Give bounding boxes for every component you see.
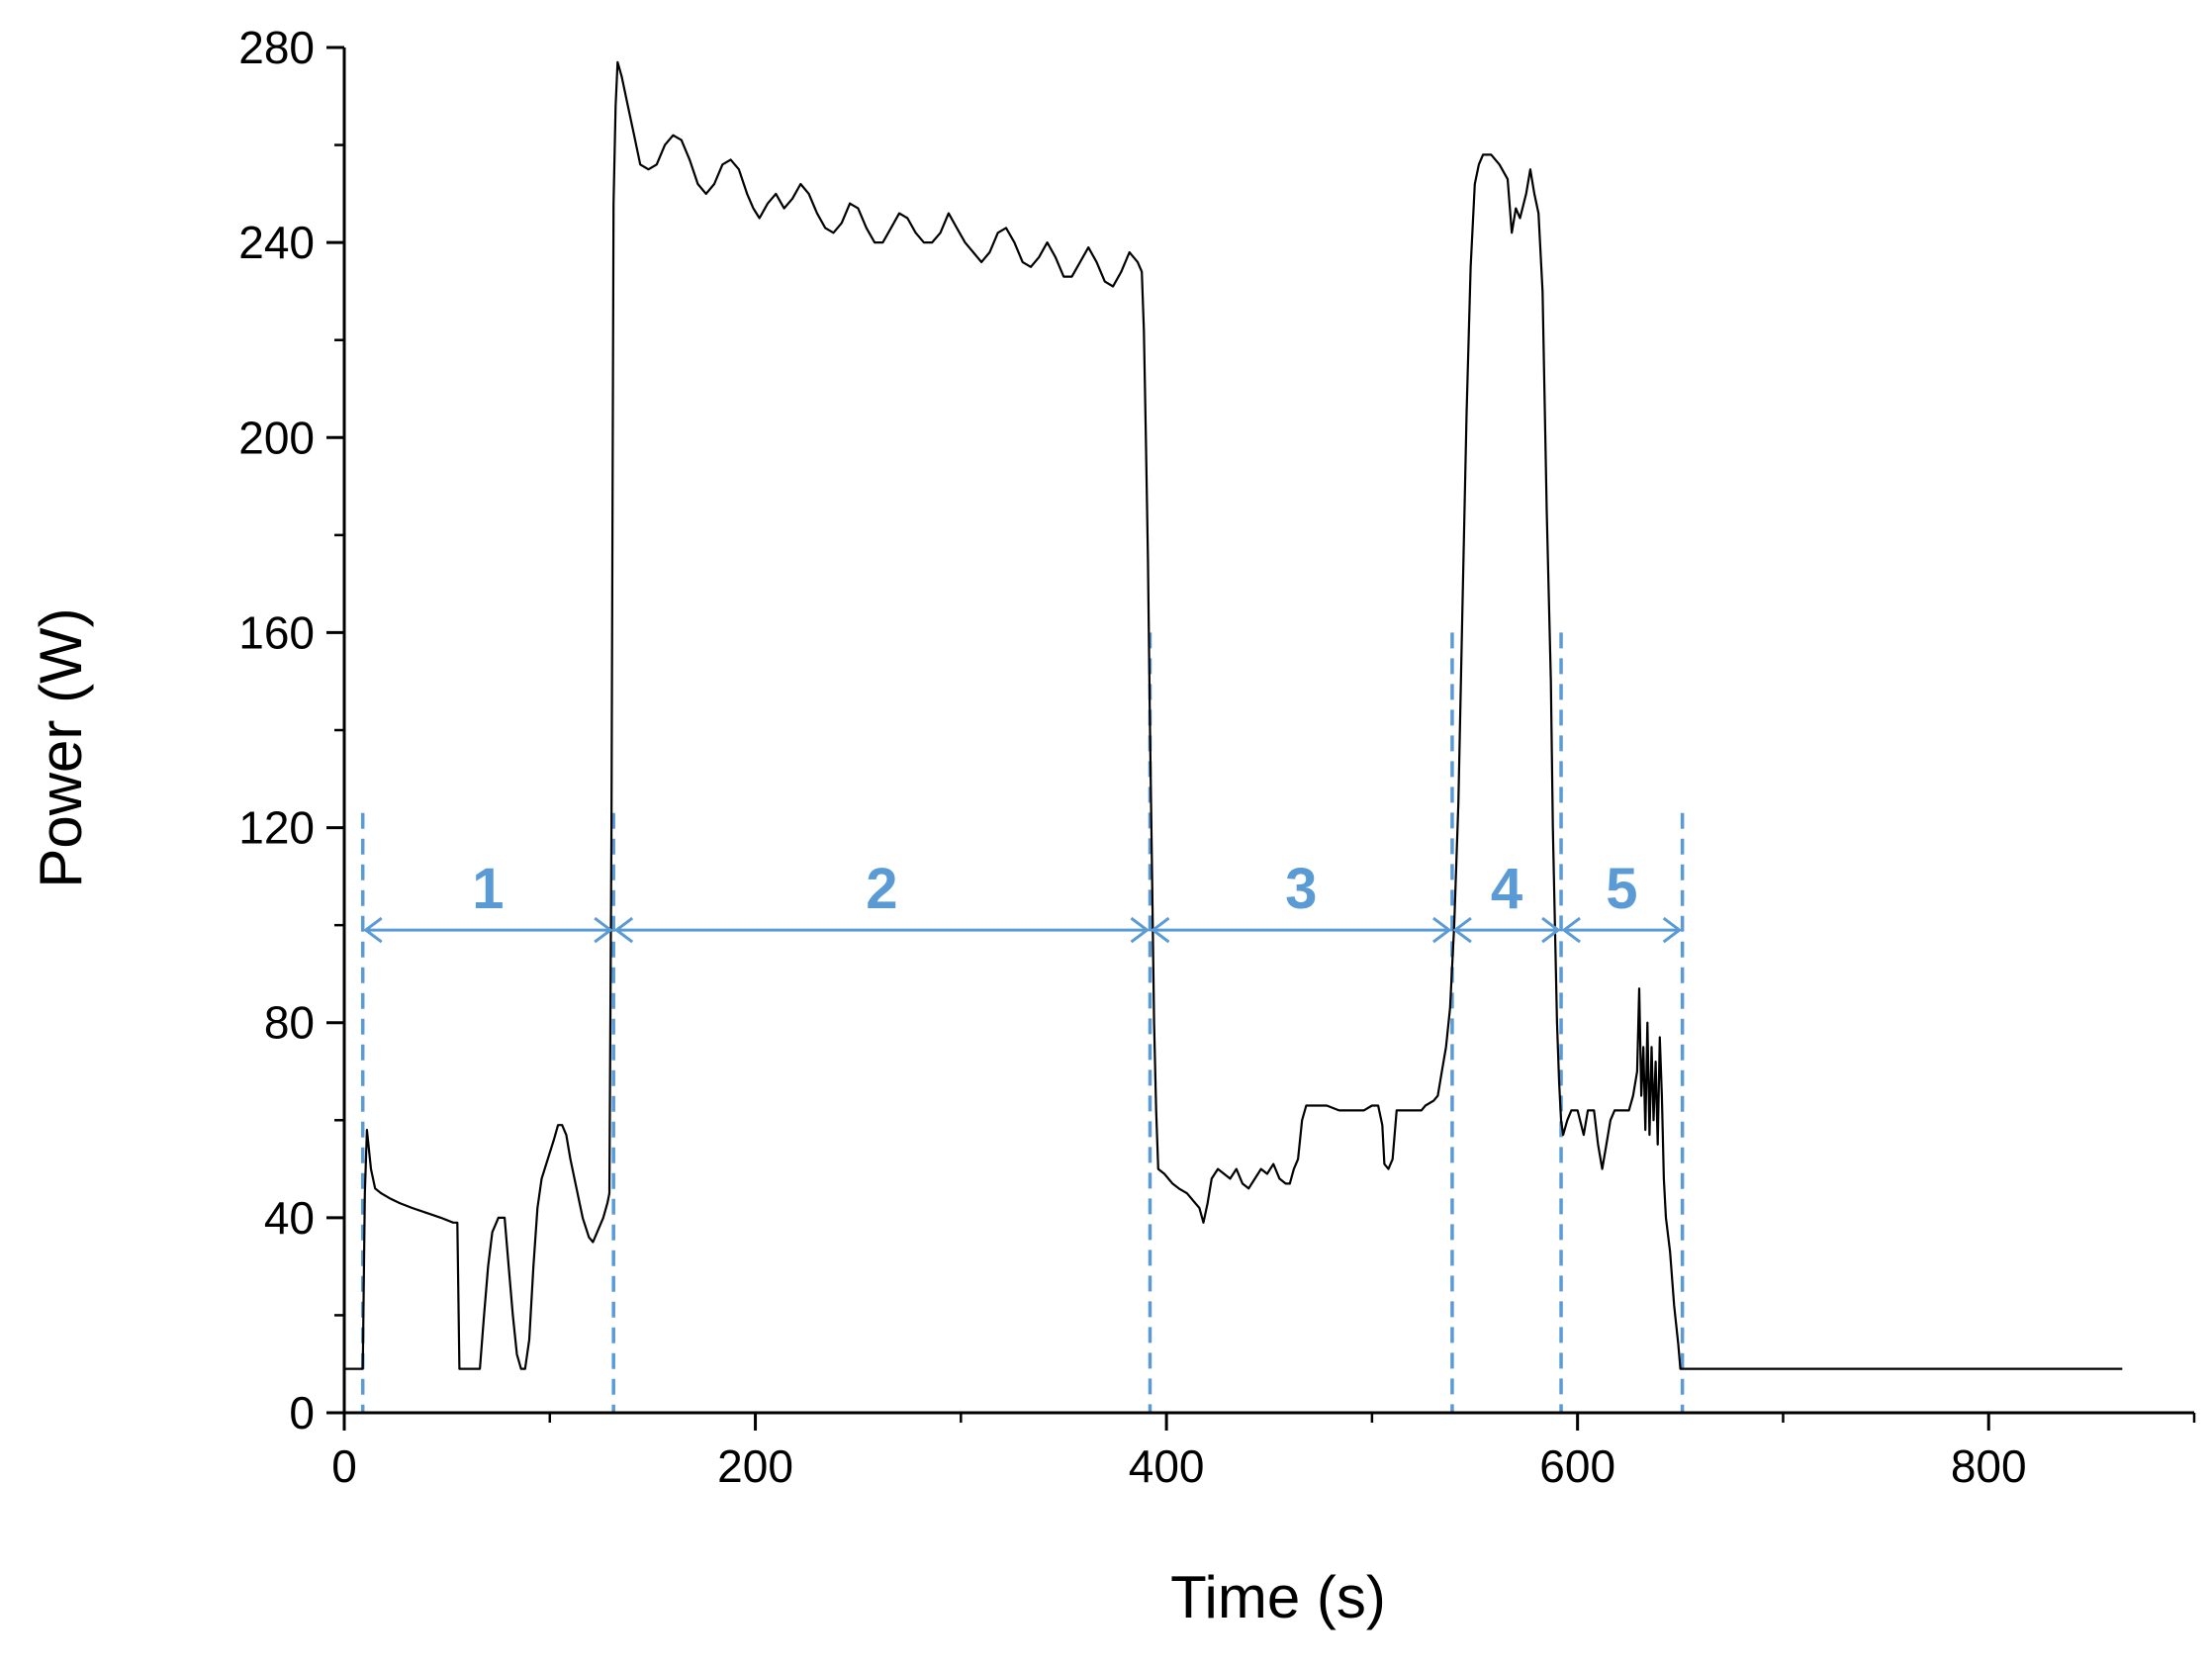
y-tick-label: 160 bbox=[238, 606, 315, 658]
phase-arrow-head-left bbox=[363, 916, 383, 944]
y-tick-label: 0 bbox=[289, 1387, 315, 1438]
x-tick-label: 400 bbox=[1129, 1440, 1205, 1492]
phase-arrow-head-right bbox=[594, 916, 613, 944]
phase-arrow-head-left bbox=[1452, 916, 1472, 944]
phase-arrow-head-right bbox=[1662, 916, 1683, 944]
phase-arrow-head-left bbox=[1561, 916, 1581, 944]
x-tick-label: 800 bbox=[1951, 1440, 2027, 1492]
x-tick-label: 0 bbox=[331, 1440, 357, 1492]
phase-label: 4 bbox=[1491, 857, 1522, 921]
phase-arrow-layer: 1 2 3 4 5 bbox=[363, 857, 1683, 944]
phase-arrow-head-right bbox=[1130, 916, 1150, 944]
series-layer bbox=[344, 60, 2123, 1370]
phase-boundary-layer bbox=[360, 632, 1685, 1413]
phase-arrow-head-right bbox=[1541, 916, 1561, 944]
y-tick-label: 80 bbox=[264, 997, 315, 1049]
axis-layer: 0 40 80 120 160 200 240 280 0 200 400 600 800 bbox=[238, 22, 2196, 1492]
y-tick-label: 200 bbox=[238, 412, 315, 463]
phase-label: 2 bbox=[866, 857, 897, 921]
y-tick-label: 280 bbox=[238, 22, 315, 73]
phase-arrow-head-right bbox=[1432, 916, 1452, 944]
y-tick-label: 40 bbox=[264, 1192, 315, 1244]
phase-label: 5 bbox=[1606, 857, 1637, 921]
phase-label: 1 bbox=[472, 857, 504, 921]
power-series-line bbox=[344, 60, 2123, 1370]
x-tick-label: 200 bbox=[717, 1440, 793, 1492]
y-tick-label: 120 bbox=[238, 802, 315, 854]
phase-label: 3 bbox=[1285, 857, 1317, 921]
phase-arrow-head-left bbox=[613, 916, 634, 944]
x-tick-label: 600 bbox=[1539, 1440, 1615, 1492]
y-tick-label: 240 bbox=[238, 217, 315, 268]
y-axis-title: Power (W) bbox=[28, 607, 94, 887]
phase-arrow-head-left bbox=[1150, 916, 1170, 944]
x-axis-title: Time (s) bbox=[1170, 1564, 1386, 1630]
